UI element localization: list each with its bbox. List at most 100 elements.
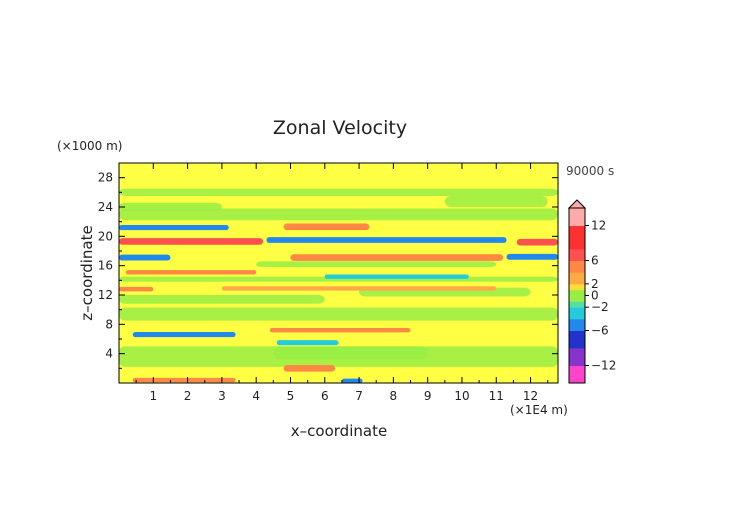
colorbar-segment (569, 336, 585, 340)
y-axis-ticks: 4 8 12 16 20 24 28 (98, 171, 558, 369)
velocity-band (119, 254, 171, 261)
x-tick-label: 4 (252, 389, 260, 403)
colorbar: 12 6 20−2 −6 −12 (567, 199, 616, 384)
chart-title: Zonal Velocity (273, 117, 407, 139)
colorbar-segment (569, 315, 585, 320)
velocity-band (132, 332, 236, 338)
colorbar-segment (569, 278, 585, 282)
colorbar-segment (569, 371, 585, 375)
colorbar-segment (569, 359, 585, 364)
colorbar-segment (569, 301, 585, 305)
velocity-band (119, 238, 264, 245)
colorbar-segment (569, 248, 585, 253)
velocity-band (266, 237, 507, 243)
colorbar-segment (569, 283, 585, 288)
velocity-band (324, 274, 469, 279)
near-zero-region (119, 202, 222, 212)
velocity-band (132, 377, 236, 383)
velocity-band (125, 270, 257, 275)
colorbar-segment (569, 208, 585, 212)
colorbar-segment (569, 298, 585, 302)
plot-frame (118, 162, 559, 384)
colorbar-segment (569, 310, 585, 314)
x-tick-label: 5 (287, 389, 295, 403)
x-tick-label: 6 (321, 389, 329, 403)
colorbar-segment (569, 275, 585, 279)
x-tick-label: 8 (390, 389, 398, 403)
colorbar-segment (569, 333, 585, 337)
near-zero-region (119, 307, 558, 321)
y-axis-label: z–coordinate (78, 225, 96, 320)
colorbar-segment (569, 228, 585, 232)
velocity-band (283, 223, 370, 231)
y-tick-label: 12 (98, 288, 113, 302)
colorbar-segment (569, 339, 585, 343)
near-zero-region (119, 188, 558, 196)
colorbar-tick-label: −12 (591, 359, 616, 373)
colorbar-tick-label: 2 (591, 277, 599, 291)
colorbar-segment (569, 219, 585, 224)
colorbar-segment (569, 289, 585, 294)
colorbar-segment (569, 216, 585, 221)
y-tick-label: 16 (98, 259, 113, 273)
colorbar-segment (569, 257, 585, 261)
colorbar-segment (569, 272, 585, 276)
y-tick-label: 8 (105, 317, 113, 331)
colorbar-segment (569, 292, 585, 296)
colorbar-tick-label: −2 (591, 300, 609, 314)
near-zero-region (119, 295, 325, 304)
colorbar-tick-label: −6 (591, 324, 609, 338)
colorbar-segment (569, 251, 585, 256)
y-tick-label: 24 (98, 200, 113, 214)
x-tick-label: 2 (184, 389, 192, 403)
x-tick-label: 9 (424, 389, 432, 403)
colorbar-tick-label: 6 (591, 254, 599, 268)
colorbar-segment (569, 353, 585, 358)
time-label: 90000 s (566, 164, 614, 178)
colorbar-segment (569, 263, 585, 267)
colorbar-segment (569, 330, 585, 334)
colorbar-segment (569, 368, 585, 372)
colorbar-segment (569, 377, 585, 381)
velocity-band (290, 254, 504, 261)
colorbar-segment (569, 324, 585, 329)
velocity-band (269, 328, 411, 333)
velocity-band (516, 238, 558, 246)
colorbar-segment (569, 286, 585, 291)
x-axis-label: x–coordinate (291, 422, 387, 440)
near-zero-region (444, 196, 548, 207)
colorbar-segment (569, 365, 585, 369)
colorbar-segment (569, 240, 585, 244)
near-zero-region (273, 346, 428, 360)
velocity-band (276, 340, 339, 346)
x-tick-label: 11 (489, 389, 504, 403)
y-units-label: (×1000 m) (57, 139, 122, 153)
colorbar-segment (569, 234, 585, 238)
colorbar-tick-label: 0 (591, 289, 599, 303)
colorbar-segment (569, 222, 585, 226)
heatmap-field (119, 163, 558, 383)
x-axis-ticks: 1 2 3 4 5 6 7 8 9 10 11 12 (135, 163, 549, 403)
colorbar-segment (569, 345, 585, 349)
field-marks (119, 188, 558, 383)
velocity-band (506, 253, 558, 260)
colorbar-segment (569, 327, 585, 331)
colorbar-segment (569, 213, 585, 218)
x-tick-label: 7 (355, 389, 363, 403)
colorbar-extend-arrow (567, 199, 587, 209)
colorbar-segment (569, 321, 585, 326)
colorbar-segment (569, 374, 585, 378)
colorbar-segment (569, 243, 585, 247)
colorbar-segment (569, 260, 585, 264)
y-tick-label: 28 (98, 171, 113, 185)
colorbar-segment (569, 356, 585, 361)
colorbar-segment (569, 225, 585, 229)
colorbar-segment (569, 269, 585, 273)
y-tick-label: 4 (105, 347, 113, 361)
near-zero-region (119, 208, 558, 221)
x-tick-label: 1 (149, 389, 157, 403)
colorbar-segment (569, 254, 585, 259)
colorbar-segment (569, 304, 585, 308)
colorbar-segment (569, 245, 585, 250)
x-tick-label: 12 (523, 389, 538, 403)
